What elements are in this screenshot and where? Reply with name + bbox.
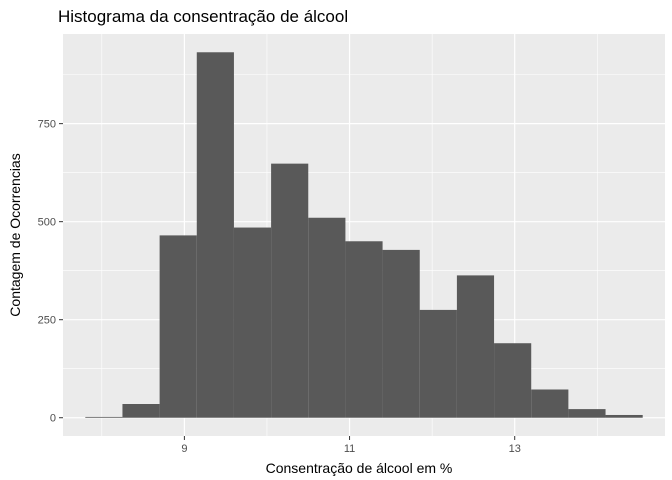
histogram-bar-11 (456, 275, 495, 418)
y-axis-title: Contagem de Ocorrencias (7, 153, 23, 316)
histogram-bar-15 (605, 414, 643, 418)
histogram-bar-2 (122, 404, 160, 418)
y-tick-label: 500 (38, 217, 56, 229)
y-tick-label: 0 (50, 413, 56, 425)
histogram-bar-1 (85, 416, 123, 418)
histogram-bar-12 (494, 343, 532, 418)
y-axis: 0 250 500 750 (38, 119, 63, 425)
x-axis: 9 11 13 (181, 436, 521, 455)
histogram-bar-5 (233, 227, 272, 418)
histogram-bar-14 (568, 409, 606, 418)
x-tick-label: 11 (344, 443, 355, 455)
y-tick-label: 750 (38, 119, 56, 131)
histogram-bar-7 (308, 217, 346, 418)
x-axis-title: Consentração de álcool em % (266, 460, 453, 476)
x-tick-label: 9 (181, 443, 187, 455)
histogram-bars (85, 52, 643, 418)
histogram-bar-9 (382, 249, 420, 418)
chart-title: Histograma da consentração de álcool (58, 7, 348, 26)
histogram-bar-8 (345, 241, 383, 418)
y-tick-label: 250 (38, 315, 56, 327)
histogram-bar-3 (159, 235, 197, 418)
x-tick-label: 13 (509, 443, 521, 455)
histogram-bar-6 (271, 163, 309, 418)
histogram-bar-10 (419, 309, 457, 418)
histogram-bar-4 (196, 52, 234, 418)
histogram-bar-13 (531, 389, 569, 418)
